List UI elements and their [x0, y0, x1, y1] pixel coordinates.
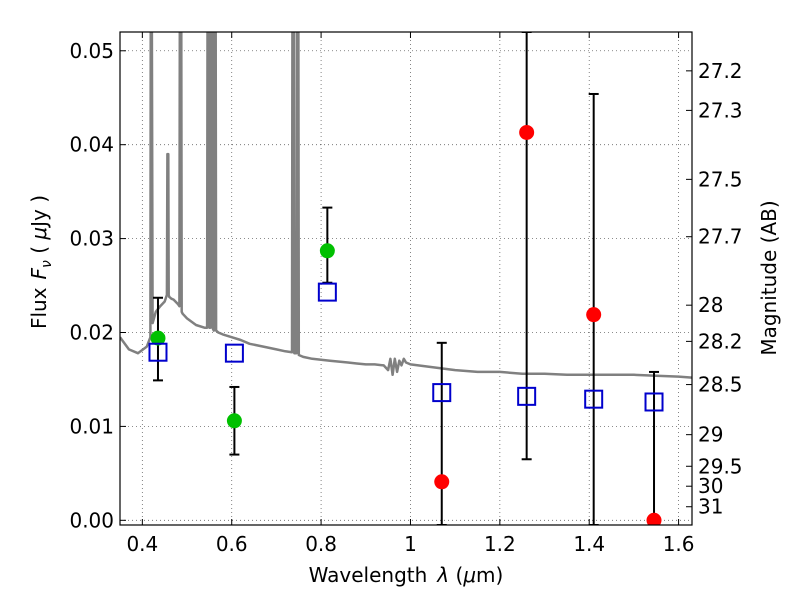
model-synthetic-photometry-point [224, 343, 244, 363]
y-axis-label: FluxFν ( μJy ) [27, 195, 55, 329]
y-tick-label: 0.00 [69, 508, 114, 532]
mag-tick-label: 27.2 [698, 59, 743, 83]
mag-tick-label: 27.5 [698, 167, 743, 191]
mag-tick-label: 28 [698, 293, 723, 317]
observed-ir-point [646, 512, 662, 525]
model-synthetic-photometry-point [432, 383, 452, 403]
x-axis-label: Wavelength λ (μm) [309, 563, 504, 587]
x-tick-label: 1.2 [484, 532, 516, 556]
observed-ir-point [434, 474, 450, 490]
observed-ir-point [586, 307, 602, 323]
mag-tick-label: 27.3 [698, 98, 743, 122]
y2-axis-label: Magnitude (AB) [757, 200, 781, 355]
x-axis-label-text: Wavelength [309, 563, 428, 587]
observed-detections-point [226, 413, 242, 429]
model-synthetic-photometry-point [317, 282, 337, 302]
mag-tick-label: 28.2 [698, 329, 743, 353]
x-tick-label: 0.8 [305, 532, 337, 556]
y-tick-label: 0.05 [69, 39, 114, 63]
model-synthetic-photometry-point [584, 389, 604, 409]
mag-tick-label: 31 [698, 495, 723, 519]
x-tick-label: 0.4 [126, 532, 158, 556]
axes: 0.4 0.6 0.8 1 1.2 1.4 1.6 0.00 0.01 0.02 0.03 0.04 0… [69, 32, 743, 556]
observed-ir-point [519, 124, 535, 140]
x-tick-label: 1.6 [663, 532, 695, 556]
model-synthetic-photometry-point [148, 342, 168, 362]
model-synthetic-photometry-point [644, 392, 664, 412]
grid [120, 32, 692, 525]
model-spectrum-line [120, 32, 692, 379]
y-tick-label: 0.02 [69, 320, 114, 344]
y-tick-label: 0.03 [69, 227, 114, 251]
x-tick-label: 0.6 [216, 532, 248, 556]
mag-tick-label: 29 [698, 423, 723, 447]
mag-tick-label: 28.5 [698, 373, 743, 397]
mag-tick-label: 30 [698, 474, 723, 498]
plot-frame [119, 31, 693, 526]
plot-area [120, 32, 692, 525]
y-tick-label: 0.01 [69, 414, 114, 438]
y-tick-label: 0.04 [69, 133, 114, 157]
observed-detections-point [319, 243, 335, 259]
x-tick-label: 1 [404, 532, 417, 556]
observed-detections-point [150, 330, 166, 346]
mag-tick-label: 27.7 [698, 225, 743, 249]
x-tick-label: 1.4 [573, 532, 605, 556]
model-synthetic-photometry-point [517, 386, 537, 406]
mag-tick-label: 29.5 [698, 454, 743, 478]
